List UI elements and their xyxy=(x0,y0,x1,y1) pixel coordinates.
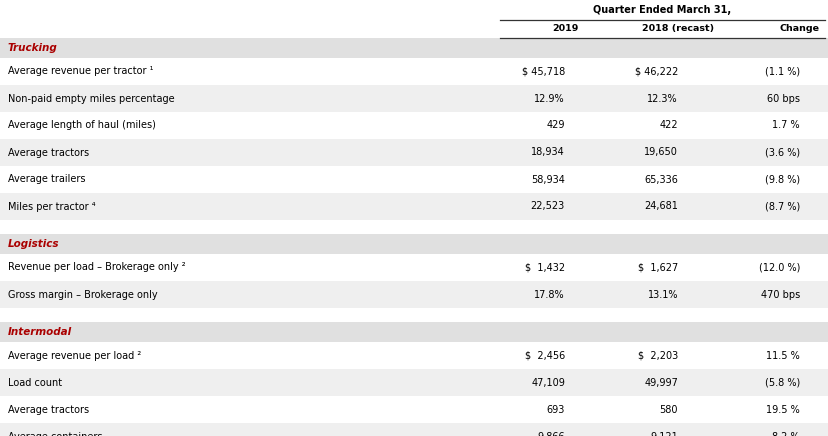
Text: (9.8 %): (9.8 %) xyxy=(764,174,799,184)
Text: Miles per tractor ⁴: Miles per tractor ⁴ xyxy=(8,201,95,211)
Text: (8.7 %): (8.7 %) xyxy=(763,201,799,211)
Bar xyxy=(0,139,828,166)
Text: 429: 429 xyxy=(546,120,565,130)
Text: Average length of haul (miles): Average length of haul (miles) xyxy=(8,120,156,130)
Text: Average trailers: Average trailers xyxy=(8,174,85,184)
Text: 60 bps: 60 bps xyxy=(766,93,799,103)
Text: Load count: Load count xyxy=(8,378,62,388)
Text: 12.9%: 12.9% xyxy=(534,93,565,103)
Bar xyxy=(0,112,828,139)
Bar xyxy=(0,342,828,369)
Text: 13.1%: 13.1% xyxy=(647,290,677,300)
Bar xyxy=(0,58,828,85)
Text: Intermodal: Intermodal xyxy=(8,327,72,337)
Text: 580: 580 xyxy=(659,405,677,415)
Bar xyxy=(0,308,828,322)
Text: Average tractors: Average tractors xyxy=(8,147,89,157)
Text: $ 45,718: $ 45,718 xyxy=(521,67,565,76)
Text: 65,336: 65,336 xyxy=(643,174,677,184)
Text: Average revenue per load ²: Average revenue per load ² xyxy=(8,351,141,361)
Text: $  2,203: $ 2,203 xyxy=(637,351,677,361)
Bar xyxy=(0,166,828,193)
Text: $  1,432: $ 1,432 xyxy=(524,262,565,272)
Text: Trucking: Trucking xyxy=(8,43,58,53)
Text: 470 bps: 470 bps xyxy=(760,290,799,300)
Text: 58,934: 58,934 xyxy=(531,174,565,184)
Text: Non-paid empty miles percentage: Non-paid empty miles percentage xyxy=(8,93,175,103)
Bar xyxy=(0,220,828,234)
Text: 19,650: 19,650 xyxy=(643,147,677,157)
Text: 24,681: 24,681 xyxy=(643,201,677,211)
Bar xyxy=(0,234,828,254)
Text: (3.6 %): (3.6 %) xyxy=(764,147,799,157)
Text: 12.3%: 12.3% xyxy=(647,93,677,103)
Text: Quarter Ended March 31,: Quarter Ended March 31, xyxy=(593,5,730,15)
Text: $  2,456: $ 2,456 xyxy=(524,351,565,361)
Bar xyxy=(0,254,828,281)
Text: Average tractors: Average tractors xyxy=(8,405,89,415)
Bar xyxy=(0,369,828,396)
Bar xyxy=(0,423,828,436)
Text: Logistics: Logistics xyxy=(8,239,60,249)
Text: 693: 693 xyxy=(546,405,565,415)
Bar xyxy=(0,85,828,112)
Text: 2018 (recast): 2018 (recast) xyxy=(641,24,713,34)
Text: $  1,627: $ 1,627 xyxy=(637,262,677,272)
Text: (5.8 %): (5.8 %) xyxy=(763,378,799,388)
Bar xyxy=(0,322,828,342)
Text: 9,121: 9,121 xyxy=(649,432,677,436)
Text: (12.0 %): (12.0 %) xyxy=(758,262,799,272)
Text: 18,934: 18,934 xyxy=(531,147,565,157)
Text: 47,109: 47,109 xyxy=(531,378,565,388)
Text: 422: 422 xyxy=(658,120,677,130)
Text: (1.1 %): (1.1 %) xyxy=(764,67,799,76)
Text: 22,523: 22,523 xyxy=(530,201,565,211)
Bar xyxy=(0,281,828,308)
Text: 17.8%: 17.8% xyxy=(534,290,565,300)
Text: Gross margin – Brokerage only: Gross margin – Brokerage only xyxy=(8,290,157,300)
Text: 49,997: 49,997 xyxy=(643,378,677,388)
Text: Average containers: Average containers xyxy=(8,432,103,436)
Text: 1.7 %: 1.7 % xyxy=(772,120,799,130)
Text: Change: Change xyxy=(779,24,819,34)
Text: $ 46,222: $ 46,222 xyxy=(634,67,677,76)
Text: 11.5 %: 11.5 % xyxy=(765,351,799,361)
Text: 19.5 %: 19.5 % xyxy=(765,405,799,415)
Bar xyxy=(0,38,828,58)
Text: Average revenue per tractor ¹: Average revenue per tractor ¹ xyxy=(8,67,153,76)
Bar xyxy=(0,193,828,220)
Text: 9,866: 9,866 xyxy=(537,432,565,436)
Bar xyxy=(0,396,828,423)
Text: Revenue per load – Brokerage only ²: Revenue per load – Brokerage only ² xyxy=(8,262,185,272)
Text: 8.2 %: 8.2 % xyxy=(772,432,799,436)
Text: 2019: 2019 xyxy=(551,24,577,34)
